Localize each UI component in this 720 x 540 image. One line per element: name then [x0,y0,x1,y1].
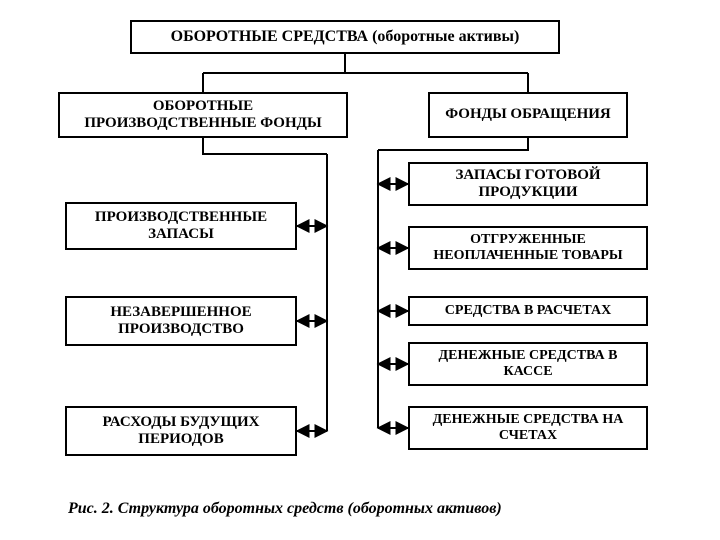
node-r1: ЗАПАСЫ ГОТОВОЙ ПРОДУКЦИИ [408,162,648,206]
node-l1-label: ПРОИЗВОДСТВЕННЫЕ ЗАПАСЫ [73,209,289,244]
node-right-head: ФОНДЫ ОБРАЩЕНИЯ [428,92,628,138]
node-root-label: ОБОРОТНЫЕ СРЕДСТВА (оборотные активы) [171,28,520,46]
node-left-head: ОБОРОТНЫЕ ПРОИЗВОДСТВЕННЫЕ ФОНДЫ [58,92,348,138]
node-r5-label: ДЕНЕЖНЫЕ СРЕДСТВА НА СЧЕТАХ [416,412,640,444]
connectors-layer [0,0,720,540]
node-r3: СРЕДСТВА В РАСЧЕТАХ [408,296,648,326]
node-right-head-label: ФОНДЫ ОБРАЩЕНИЯ [445,106,611,123]
node-r3-label: СРЕДСТВА В РАСЧЕТАХ [445,303,611,319]
node-l3: РАСХОДЫ БУДУЩИХ ПЕРИОДОВ [65,406,297,456]
node-r2: ОТГРУЖЕННЫЕ НЕОПЛАЧЕННЫЕ ТОВАРЫ [408,226,648,270]
node-l2: НЕЗАВЕРШЕННОЕ ПРОИЗВОДСТВО [65,296,297,346]
node-r4-label: ДЕНЕЖНЫЕ СРЕДСТВА В КАССЕ [416,348,640,380]
node-r4: ДЕНЕЖНЫЕ СРЕДСТВА В КАССЕ [408,342,648,386]
figure-caption-text: Рис. 2. Структура оборотных средств (обо… [68,500,502,517]
node-r1-label: ЗАПАСЫ ГОТОВОЙ ПРОДУКЦИИ [416,167,640,202]
figure-caption: Рис. 2. Структура оборотных средств (обо… [68,500,502,518]
node-root: ОБОРОТНЫЕ СРЕДСТВА (оборотные активы) [130,20,560,54]
node-l2-label: НЕЗАВЕРШЕННОЕ ПРОИЗВОДСТВО [73,304,289,339]
node-l1: ПРОИЗВОДСТВЕННЫЕ ЗАПАСЫ [65,202,297,250]
node-r5: ДЕНЕЖНЫЕ СРЕДСТВА НА СЧЕТАХ [408,406,648,450]
node-r2-label: ОТГРУЖЕННЫЕ НЕОПЛАЧЕННЫЕ ТОВАРЫ [416,232,640,264]
node-l3-label: РАСХОДЫ БУДУЩИХ ПЕРИОДОВ [73,414,289,449]
node-left-head-label: ОБОРОТНЫЕ ПРОИЗВОДСТВЕННЫЕ ФОНДЫ [66,98,340,133]
